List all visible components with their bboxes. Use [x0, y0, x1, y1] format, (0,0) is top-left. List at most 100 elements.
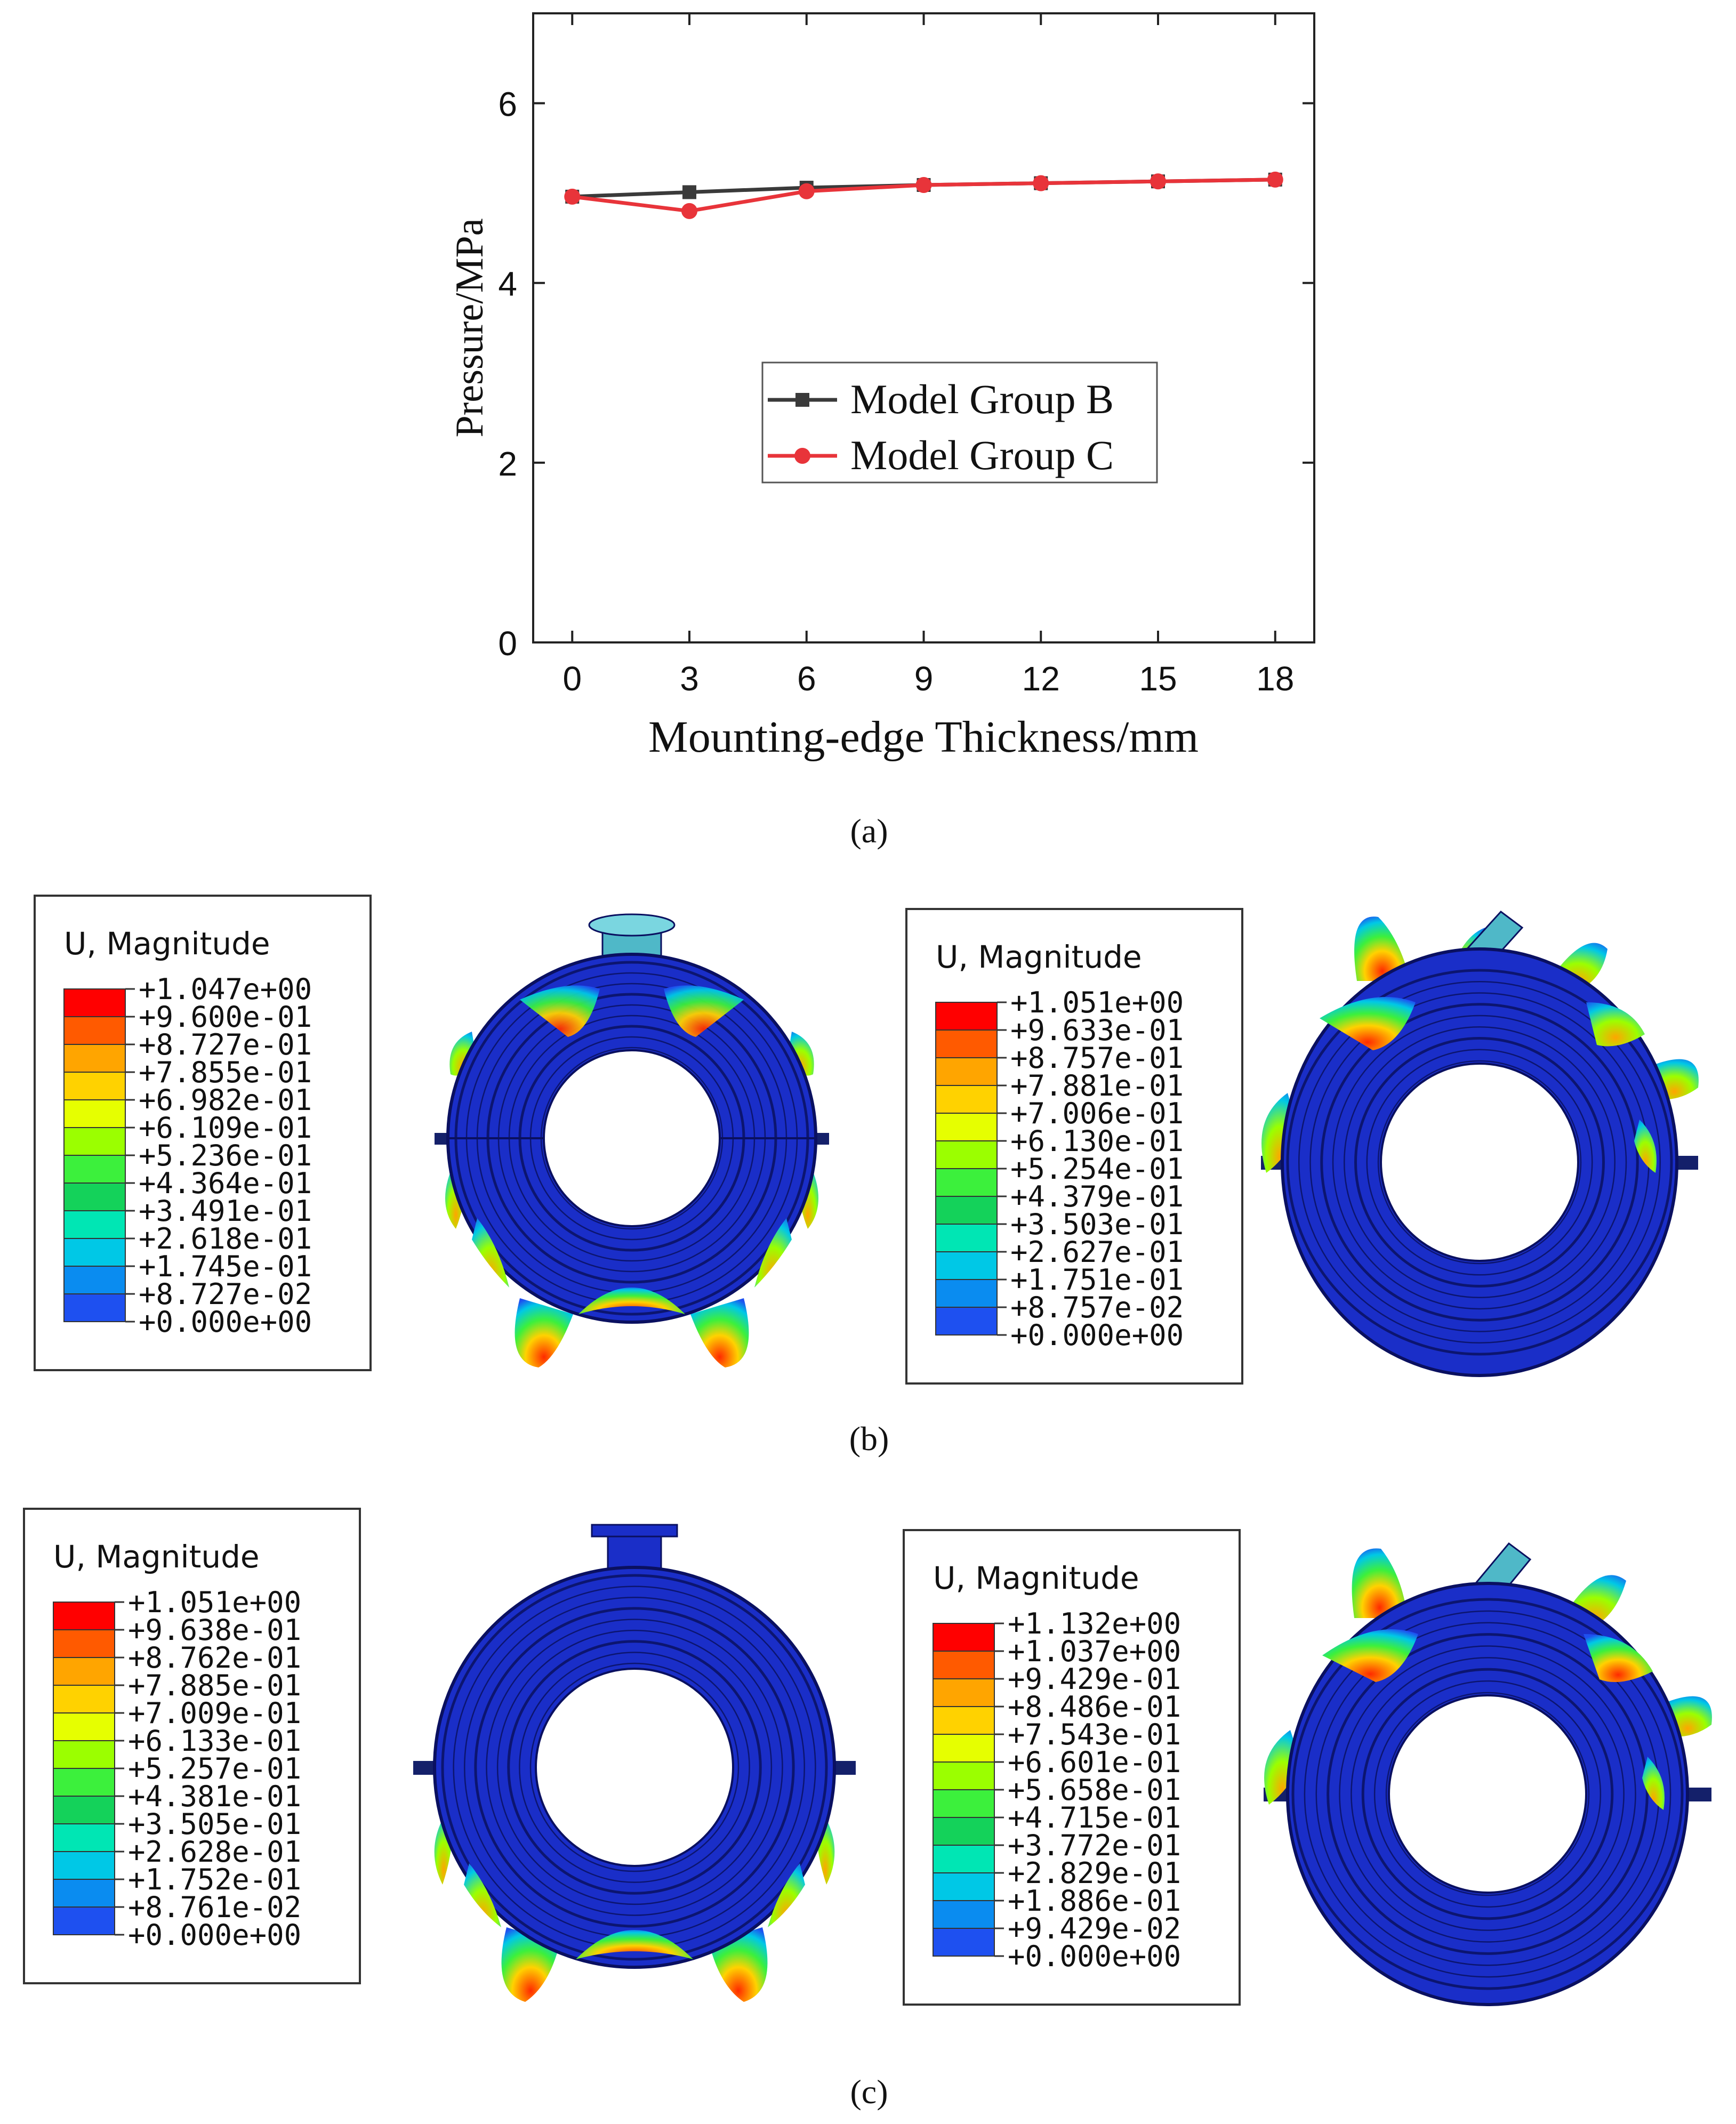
legend-value: +4.381e-01: [128, 1780, 301, 1813]
legend-value: +9.633e-01: [1010, 1013, 1184, 1047]
legend-swatch: [933, 1706, 995, 1735]
series-layer: [564, 171, 1283, 219]
groove-line: [1354, 1037, 1605, 1288]
legend-value: +6.601e-01: [1008, 1745, 1181, 1779]
legend-value: +1.751e-01: [1010, 1263, 1184, 1297]
legend-value: +8.757e-02: [1010, 1291, 1184, 1324]
legend-value: +7.855e-01: [139, 1056, 312, 1089]
legend-box: [761, 361, 1158, 484]
shell-patch: [1634, 1120, 1657, 1173]
ring-contour-c-right: [1264, 1542, 1712, 2006]
plot-frame: [532, 12, 1315, 643]
nozzle-cap: [591, 1524, 678, 1538]
ring-bore: [1388, 1694, 1587, 1894]
legend-swatch: [53, 1629, 115, 1658]
legend-value: +7.881e-01: [1010, 1069, 1184, 1103]
contour-legend-c-right: U, Magnitude+1.132e+00+1.037e+00+9.429e-…: [903, 1529, 1241, 2006]
ring-contour-b-right: [1261, 910, 1699, 1377]
legend-value: +7.885e-01: [128, 1669, 301, 1702]
legend-swatch: [935, 1168, 998, 1197]
nozzle-cap: [588, 913, 676, 937]
legend-swatch: [935, 1113, 998, 1141]
legend-swatch: [63, 1182, 126, 1211]
lobe: [515, 1298, 573, 1367]
panel-b: U, Magnitude+1.047e+00+9.600e-01+8.727e-…: [34, 895, 1699, 1458]
legend-swatch: [933, 1761, 995, 1790]
legend-value: +1.037e+00: [1008, 1635, 1181, 1668]
shell-patch: [464, 1863, 501, 1927]
legend-swatch: [933, 1928, 995, 1957]
groove-line: [1320, 1003, 1639, 1322]
legend-swatch: [53, 1712, 115, 1741]
legend-swatch: [63, 1238, 126, 1267]
legend-swatch: [53, 1657, 115, 1686]
legend-swatch: [53, 1685, 115, 1713]
legend-value: +7.009e-01: [128, 1696, 301, 1730]
y-tick-label: 0: [498, 624, 517, 663]
groove-line: [1332, 1015, 1627, 1310]
legend-swatch-marker-c: [794, 448, 810, 464]
x-tick-label: 18: [1256, 659, 1294, 698]
legend-swatch: [63, 1127, 126, 1156]
legend-swatch: [63, 1155, 126, 1184]
legend-value: +0.000e+00: [128, 1918, 301, 1952]
legend-swatch: [53, 1768, 115, 1797]
y-axis-label: Pressure/MPa: [448, 218, 492, 437]
legend-value: +8.761e-02: [128, 1890, 301, 1924]
legend-value: +3.505e-01: [128, 1807, 301, 1841]
shell-patch: [1320, 997, 1416, 1050]
groove-line: [529, 1662, 740, 1872]
legend-label-b: Model Group B: [850, 376, 1114, 422]
y-axis-ticks: 0 2 4 6: [498, 85, 1314, 663]
data-point-c: [564, 188, 581, 205]
data-point-c: [681, 203, 697, 219]
legend-value: +8.762e-01: [128, 1641, 301, 1675]
shell-patch: [754, 1218, 792, 1288]
legend-value: +6.109e-01: [139, 1111, 312, 1145]
y-tick-label: 6: [498, 85, 517, 124]
x-tick-label: 3: [680, 659, 699, 698]
shell-patch: [664, 985, 744, 1037]
legend-value: +6.133e-01: [128, 1724, 301, 1758]
legend-swatch: [935, 1002, 998, 1031]
ring-bore: [535, 1668, 734, 1867]
legend-swatch-marker-b: [795, 393, 809, 407]
ring-bore: [1380, 1063, 1579, 1262]
legend-value: +4.715e-01: [1008, 1801, 1181, 1835]
legend-swatch: [935, 1251, 998, 1280]
legend-value: +4.379e-01: [1010, 1180, 1184, 1213]
legend-value: +0.000e+00: [139, 1305, 312, 1339]
groove-line: [1351, 1657, 1625, 1931]
ring-bore: [543, 1049, 721, 1227]
panel-c: U, Magnitude +1.051e+00+9.638e-01+8.762e-…: [23, 1508, 1712, 2111]
legend-swatch: [53, 1851, 115, 1880]
legend-value: +1.745e-01: [139, 1250, 312, 1283]
groove-line: [1286, 969, 1673, 1356]
groove-line: [1385, 1692, 1590, 1896]
legend-value: +2.628e-01: [128, 1835, 301, 1869]
legend-swatch: [63, 1072, 126, 1100]
legend-value: +9.638e-01: [128, 1613, 301, 1647]
data-point-c: [798, 183, 815, 199]
legend-swatch: [933, 1734, 995, 1763]
legend-value: +2.627e-01: [1010, 1235, 1184, 1269]
ring-grooves: [1286, 969, 1673, 1356]
legend-value: +0.000e+00: [1008, 1940, 1181, 1973]
groove-line: [441, 1574, 828, 1961]
x-tick-label: 15: [1139, 659, 1177, 698]
legend-value: +7.006e-01: [1010, 1097, 1184, 1130]
legend-swatch: [63, 988, 126, 1017]
legend-swatch: [933, 1872, 995, 1901]
legend-value: +6.130e-01: [1010, 1124, 1184, 1158]
legend-swatch: [933, 1623, 995, 1652]
legend-swatch: [63, 1016, 126, 1045]
y-tick-label: 2: [498, 445, 517, 483]
legend-swatch: [53, 1740, 115, 1769]
ring-contour-b-left: [435, 913, 829, 1367]
pressure-line-chart: 0 2 4 6 0 3 6 9 12 15 18 Pressure/MPa Mounting-ed…: [448, 12, 1315, 762]
contour-legend-b-left: U, Magnitude+1.047e+00+9.600e-01+8.727e-…: [34, 895, 372, 1371]
legend-swatch: [63, 1044, 126, 1073]
legend-swatch: [935, 1224, 998, 1252]
shell-patch: [1642, 1757, 1665, 1810]
groove-line: [1366, 1049, 1593, 1276]
